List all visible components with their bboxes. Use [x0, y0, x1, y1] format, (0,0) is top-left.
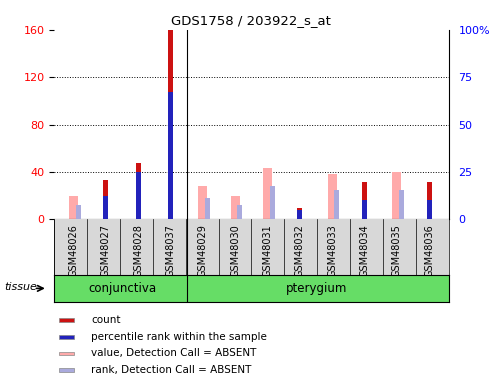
Bar: [328, 174, 337, 219]
Bar: [168, 30, 173, 219]
Bar: [297, 207, 302, 219]
Text: GSM48027: GSM48027: [101, 224, 111, 277]
Text: value, Detection Call = ABSENT: value, Detection Call = ABSENT: [91, 348, 256, 358]
Bar: [59, 351, 74, 355]
Text: count: count: [91, 315, 121, 325]
Text: rank, Detection Call = ABSENT: rank, Detection Call = ABSENT: [91, 365, 251, 375]
Bar: [205, 198, 210, 219]
Bar: [104, 196, 108, 219]
Bar: [362, 182, 367, 219]
Text: GSM48031: GSM48031: [263, 224, 273, 277]
Bar: [427, 182, 432, 219]
Bar: [427, 200, 432, 219]
Text: GSM48035: GSM48035: [392, 224, 402, 277]
Bar: [168, 92, 173, 219]
Title: GDS1758 / 203922_s_at: GDS1758 / 203922_s_at: [172, 15, 331, 27]
Bar: [399, 190, 404, 219]
Bar: [59, 318, 74, 322]
Text: GSM48032: GSM48032: [295, 224, 305, 277]
Bar: [334, 190, 339, 219]
Bar: [270, 186, 275, 219]
Text: tissue: tissue: [4, 282, 37, 292]
Text: pterygium: pterygium: [285, 282, 347, 295]
Text: percentile rank within the sample: percentile rank within the sample: [91, 332, 267, 342]
Text: GSM48036: GSM48036: [424, 224, 434, 277]
Text: GSM48029: GSM48029: [198, 224, 208, 277]
Bar: [59, 335, 74, 339]
Bar: [59, 368, 74, 372]
Bar: [231, 196, 240, 219]
Bar: [136, 172, 141, 219]
Bar: [392, 172, 401, 219]
Text: GSM48033: GSM48033: [327, 224, 337, 277]
Text: conjunctiva: conjunctiva: [88, 282, 156, 295]
Text: GSM48030: GSM48030: [230, 224, 240, 277]
Bar: [297, 210, 302, 219]
Text: GSM48026: GSM48026: [69, 224, 78, 277]
Bar: [69, 196, 78, 219]
Text: GSM48034: GSM48034: [359, 224, 370, 277]
Text: GSM48037: GSM48037: [166, 224, 176, 277]
Text: GSM48028: GSM48028: [133, 224, 143, 277]
Bar: [136, 163, 141, 219]
Bar: [198, 186, 208, 219]
Bar: [263, 168, 272, 219]
Bar: [104, 180, 108, 219]
Bar: [75, 205, 81, 219]
Bar: [362, 200, 367, 219]
Bar: [237, 205, 243, 219]
